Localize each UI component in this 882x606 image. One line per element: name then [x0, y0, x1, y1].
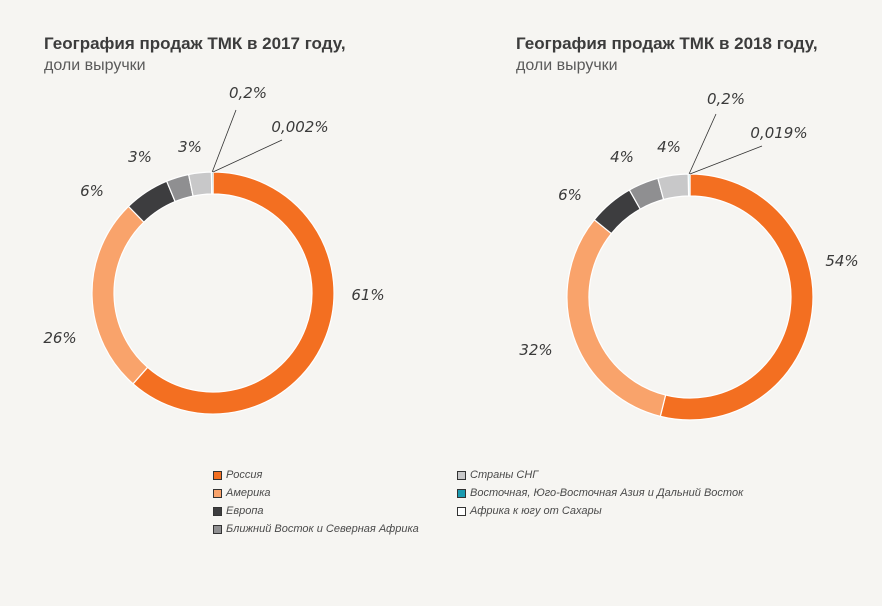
- legend-swatch: [457, 506, 466, 516]
- leader-line: [688, 113, 717, 175]
- leader-line: [689, 145, 763, 175]
- legend-label: Америка: [226, 487, 271, 499]
- legend-label: Россия: [226, 469, 263, 481]
- data-label: 0,2%: [707, 90, 745, 108]
- data-label: 32%: [519, 341, 552, 359]
- legend-item: Ближний Восток и Северная Африка: [213, 520, 419, 538]
- donut-slice: [132, 171, 335, 415]
- chart-title-main: География продаж ТМК в 2017 году,: [44, 34, 346, 53]
- legend-label: Восточная, Юго-Восточная Азия и Дальний …: [470, 487, 744, 499]
- legend-item: Америка: [213, 484, 419, 502]
- legend-label: Страны СНГ: [470, 469, 539, 481]
- data-label: 54%: [825, 252, 858, 270]
- legend-swatch: [213, 524, 222, 534]
- legend-label: Европа: [226, 505, 264, 517]
- data-label: 3%: [178, 138, 202, 156]
- data-label: 6%: [80, 182, 104, 200]
- legend-swatch: [213, 470, 222, 480]
- legend-swatch: [213, 506, 222, 516]
- legend-left: Россия Америка Европа Ближний Восток и Севе…: [213, 466, 419, 538]
- data-label: 3%: [128, 148, 152, 166]
- chart-subtitle: доли выручки: [516, 57, 618, 74]
- legend-item: Африка к югу от Сахары: [457, 502, 743, 520]
- leader-line: [212, 139, 283, 173]
- legend-label: Африка к югу от Сахары: [470, 505, 602, 517]
- legend-right: Страны СНГ Восточная, Юго-Восточная Азия …: [457, 466, 743, 520]
- legend-item: Россия: [213, 466, 419, 484]
- legend-item: Европа: [213, 502, 419, 520]
- data-label: 4%: [657, 138, 681, 156]
- donut-slice: [566, 218, 667, 418]
- legend-item: Восточная, Юго-Восточная Азия и Дальний …: [457, 484, 743, 502]
- legend-swatch: [457, 488, 466, 498]
- legend-item: Страны СНГ: [457, 466, 743, 484]
- leader-line: [211, 109, 237, 173]
- chart-title-main: География продаж ТМК в 2018 году,: [516, 34, 818, 53]
- data-label: 4%: [610, 148, 634, 166]
- donut-slice: [91, 205, 149, 385]
- data-label: 26%: [43, 329, 76, 347]
- donut-slice: [187, 171, 213, 197]
- donut-slice: [659, 173, 814, 421]
- data-label: 6%: [558, 186, 582, 204]
- donut-slice: [657, 173, 690, 201]
- data-label: 0,2%: [229, 84, 267, 102]
- chart-title-2017: География продаж ТМК в 2017 году, доли в…: [44, 33, 346, 77]
- data-label: 61%: [351, 286, 384, 304]
- legend-label: Ближний Восток и Северная Африка: [226, 523, 419, 535]
- legend-swatch: [457, 470, 466, 480]
- chart-subtitle: доли выручки: [44, 57, 146, 74]
- legend-swatch: [213, 488, 222, 498]
- chart-title-2018: География продаж ТМК в 2018 году, доли в…: [516, 33, 818, 77]
- data-label: 0,019%: [750, 124, 807, 142]
- data-label: 0,002%: [271, 118, 328, 136]
